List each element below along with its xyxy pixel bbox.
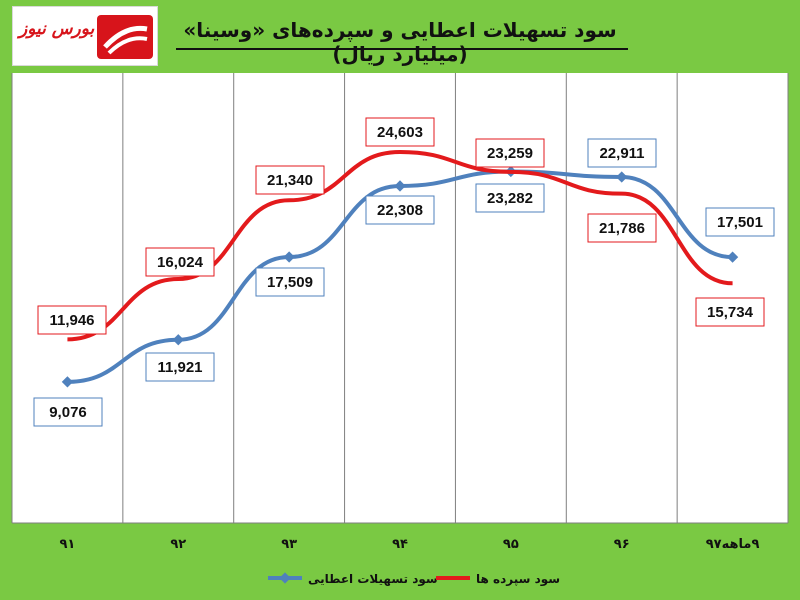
logo-mark-icon (97, 15, 153, 59)
loans-data-label-box (705, 207, 775, 237)
deposits-data-label: 24,603 (377, 124, 423, 141)
loans-point-marker (726, 251, 739, 263)
legend: سود تسهیلات اعطایی سود سپرده ها (268, 572, 560, 587)
deposits-data-label-box (365, 117, 435, 147)
x-tick-label: ۹۴ (392, 537, 408, 552)
loans-data-label: 22,911 (599, 145, 644, 162)
x-tick-label: ۹ماهه۹۷ (706, 537, 760, 552)
loans-data-label-box (365, 195, 435, 225)
deposits-data-label: 21,786 (599, 220, 645, 237)
x-tick-label: ۹۵ (503, 537, 519, 552)
x-axis-ticks: ۹۱ ۹۲ ۹۳ ۹۴ ۹۵ ۹۶ ۹ماهه۹۷ (59, 537, 759, 552)
loans-point-marker (616, 171, 628, 183)
loans-point-marker (172, 334, 184, 346)
loans-data-label-box (33, 397, 103, 427)
legend-loans-label: سود تسهیلات اعطایی (308, 572, 438, 587)
loans-data-label: 17,501 (717, 214, 763, 231)
legend-loans-marker (279, 572, 291, 584)
deposits-data-label: 15,734 (707, 304, 754, 321)
loans-data-label: 9,076 (49, 404, 87, 421)
series-lines (61, 149, 739, 388)
deposits-data-label: 16,024 (157, 254, 204, 271)
loans-data-label: 17,509 (267, 274, 313, 291)
x-tick-label: ۹۶ (614, 537, 630, 552)
plot-area (12, 73, 788, 523)
logo-text: بورس نیوز (19, 19, 95, 39)
deposits-data-label: 21,340 (267, 172, 313, 189)
data-labels: 9,076 11,921 17,509 22,308 23,282 22,911 17,50… (33, 117, 775, 427)
legend-deposits-label: سود سپرده ها (476, 572, 560, 587)
loans-data-label: 23,282 (487, 190, 533, 207)
deposits-data-label-box (587, 213, 657, 243)
loans-point-marker (283, 251, 295, 263)
x-tick-label: ۹۳ (281, 537, 297, 552)
deposits-data-label-box (475, 138, 545, 168)
deposits-data-label-box (695, 297, 765, 327)
loans-data-label: 11,921 (157, 359, 202, 376)
title-underline (176, 48, 628, 50)
deposits-data-label: 11,946 (49, 312, 94, 329)
loans-point-marker (61, 376, 74, 388)
loans-data-label-box (145, 352, 215, 382)
loans-data-label-box (255, 267, 325, 297)
deposits-data-label: 23,259 (487, 145, 533, 162)
deposits-series-line (67, 149, 733, 342)
loans-data-label-box (587, 138, 657, 168)
loans-data-label: 22,308 (377, 202, 423, 219)
deposits-data-label-box (145, 247, 215, 277)
chart-title: سود تسهیلات اعطایی و سپرده‌های «وسینا» (… (183, 18, 617, 66)
deposits-data-label-box (37, 305, 107, 335)
logo: بورس نیوز (12, 6, 158, 66)
loans-point-marker (394, 180, 406, 192)
x-tick-label: ۹۲ (170, 537, 186, 552)
deposits-data-label-box (255, 165, 325, 195)
x-tick-label: ۹۱ (59, 537, 75, 552)
loans-data-label-box (475, 183, 545, 213)
